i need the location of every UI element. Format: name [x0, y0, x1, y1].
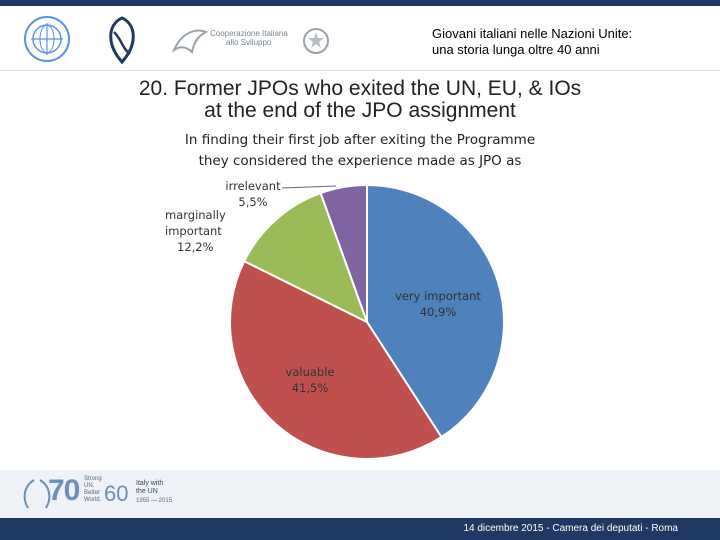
- logo-text-2: allo Sviluppo: [226, 38, 272, 47]
- pie-label-marginally-important: marginally important 12,2%: [165, 208, 226, 254]
- logo-60-years: 1955 — 2015: [136, 498, 173, 504]
- header-band: Cooperazione Italiana allo Sviluppo Giov…: [0, 6, 720, 71]
- logo-60-line-1: Italy with: [136, 480, 164, 487]
- pie-label-very-important: very important 40,9%: [395, 289, 481, 319]
- chart-title-line-1: In finding their first job after exiting…: [184, 132, 536, 148]
- footer-band: [0, 470, 720, 518]
- slide-title-line-1: 20. Former JPOs who exited the UN, EU, &…: [138, 77, 582, 100]
- top-bar: [0, 0, 720, 6]
- logo-text-1: Cooperazione Italiana: [210, 29, 288, 38]
- logo-60-number: 60: [104, 481, 129, 506]
- pie-label-valuable: valuable 41,5%: [286, 365, 335, 395]
- emblem-icon: [303, 28, 329, 54]
- pie-slice-marginally-important: [242, 191, 369, 324]
- logo-60-line-2: the UN: [136, 488, 158, 495]
- leader-line-irrelevant: [281, 185, 337, 189]
- header-line-2: una storia lunga oltre 40 anni: [432, 42, 600, 57]
- pie-slice-valuable: [229, 259, 443, 460]
- pie-slice-irrelevant: [319, 183, 368, 323]
- footer-bar: [0, 518, 720, 540]
- header-line-1: Giovani italiani nelle Nazioni Unite:: [432, 26, 633, 41]
- chart-title: In finding their first job after exiting…: [110, 130, 610, 172]
- un-wreath-icon: [23, 479, 51, 509]
- chart-title-line-2: they considered the experience made as J…: [198, 153, 522, 169]
- header-title: Giovani italiani nelle Nazioni Unite: un…: [432, 26, 632, 58]
- footer-text: 14 dicembre 2015 - Camera dei deputati -…: [463, 523, 678, 534]
- logo-70-tagline: Strong UN. Better World.: [84, 476, 102, 503]
- dove-icon: [172, 29, 208, 55]
- pie-label-irrelevant: irrelevant 5,5%: [225, 179, 281, 209]
- slide-title-line-2: at the end of the JPO assignment: [204, 99, 516, 122]
- logo-70-number: 70: [48, 474, 80, 507]
- un-emblem-logo: [24, 16, 70, 62]
- slide-title: 20. Former JPOs who exited the UN, EU, &…: [60, 78, 660, 122]
- camera-crest-logo: [109, 16, 135, 65]
